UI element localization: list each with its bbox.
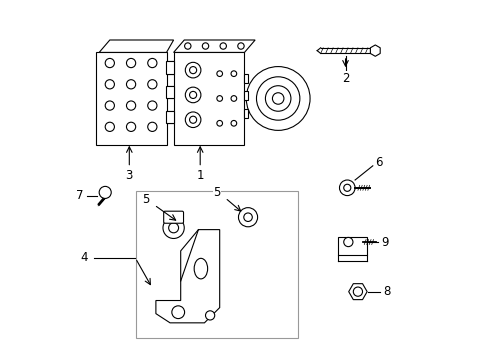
Circle shape: [185, 112, 201, 127]
Ellipse shape: [194, 258, 207, 279]
Bar: [244, 74, 247, 82]
Text: 5: 5: [213, 186, 220, 199]
Circle shape: [205, 311, 214, 320]
Circle shape: [105, 101, 114, 110]
Bar: [136, 191, 297, 338]
Circle shape: [237, 43, 244, 49]
Circle shape: [185, 62, 201, 78]
Circle shape: [238, 208, 257, 227]
Bar: [166, 61, 174, 74]
Bar: [165, 61, 173, 74]
Circle shape: [171, 306, 184, 319]
Bar: [166, 111, 174, 123]
Circle shape: [272, 93, 284, 104]
Polygon shape: [369, 45, 380, 56]
Text: 7: 7: [76, 189, 83, 202]
Circle shape: [256, 77, 299, 120]
Text: 3: 3: [125, 169, 133, 182]
Text: 8: 8: [383, 285, 390, 298]
Text: 9: 9: [381, 235, 388, 248]
Circle shape: [216, 71, 222, 77]
Circle shape: [105, 122, 114, 131]
Circle shape: [189, 91, 196, 99]
Circle shape: [230, 121, 236, 126]
Circle shape: [126, 101, 135, 110]
Circle shape: [339, 180, 354, 195]
Circle shape: [216, 121, 222, 126]
Circle shape: [230, 71, 236, 77]
Circle shape: [126, 80, 135, 89]
Circle shape: [244, 213, 252, 221]
Bar: [165, 86, 173, 99]
Polygon shape: [99, 40, 173, 53]
Circle shape: [163, 217, 184, 238]
Circle shape: [185, 87, 201, 103]
Circle shape: [189, 67, 196, 74]
Circle shape: [147, 80, 157, 89]
Circle shape: [168, 223, 178, 233]
Text: 2: 2: [341, 72, 348, 85]
Text: 1: 1: [196, 169, 203, 182]
Circle shape: [189, 116, 196, 123]
Bar: [244, 91, 247, 100]
Circle shape: [230, 96, 236, 101]
Text: 4: 4: [80, 252, 87, 265]
Circle shape: [353, 287, 362, 296]
Circle shape: [105, 58, 114, 68]
Circle shape: [147, 58, 157, 68]
Bar: [244, 109, 247, 118]
FancyBboxPatch shape: [163, 211, 183, 223]
Circle shape: [105, 80, 114, 89]
Polygon shape: [348, 284, 366, 300]
Circle shape: [220, 43, 226, 49]
Bar: [165, 111, 173, 123]
Circle shape: [265, 86, 290, 111]
Circle shape: [126, 58, 135, 68]
Bar: [173, 53, 244, 145]
Circle shape: [246, 67, 309, 130]
Bar: [166, 86, 174, 99]
Circle shape: [343, 238, 352, 247]
Polygon shape: [173, 40, 255, 53]
Bar: [337, 237, 366, 256]
Bar: [96, 53, 166, 145]
Circle shape: [99, 186, 111, 198]
Circle shape: [343, 184, 350, 192]
Circle shape: [126, 122, 135, 131]
Circle shape: [216, 96, 222, 101]
Circle shape: [147, 101, 157, 110]
Circle shape: [147, 122, 157, 131]
Polygon shape: [156, 230, 219, 323]
Text: 6: 6: [375, 156, 382, 169]
Circle shape: [202, 43, 208, 49]
Circle shape: [184, 43, 191, 49]
Text: 5: 5: [142, 193, 149, 206]
